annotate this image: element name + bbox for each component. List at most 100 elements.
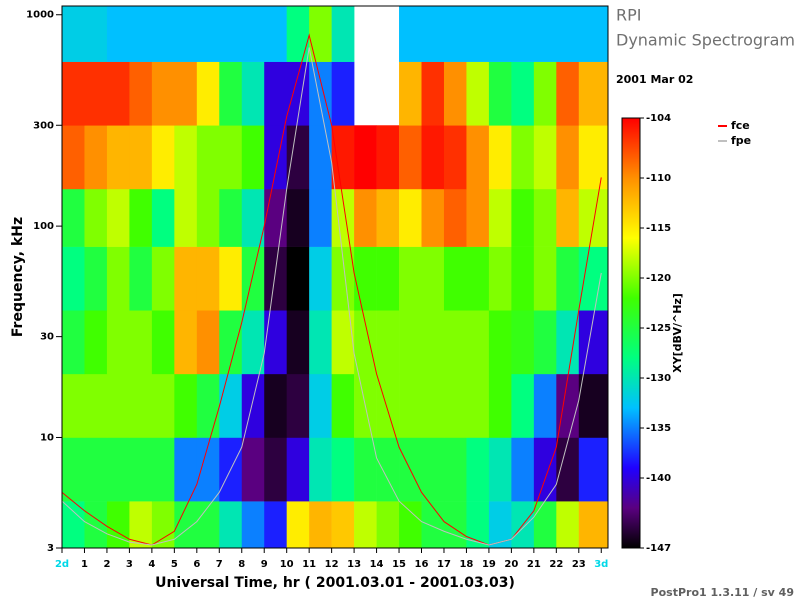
x-tick-label: 2d [55,559,69,570]
heatmap-cell [196,61,220,126]
colorbar-tick-label: -135 [646,423,671,434]
heatmap-cell [488,246,512,311]
heatmap-cell [151,6,175,62]
heatmap-cell [264,310,287,375]
heatmap-cell [151,373,175,438]
heatmap-cell [421,501,445,548]
heatmap-cell [62,188,85,247]
heatmap-cell [533,125,557,190]
heatmap-cell [309,437,332,502]
heatmap-cell [129,310,153,375]
heatmap-cell [241,310,265,375]
colorbar-tick-label: -140 [646,473,671,484]
heatmap-cell [376,310,400,375]
x-axis-label: Universal Time, hr ( 2001.03.01 - 2001.0… [155,575,515,591]
heatmap-cell [466,310,490,375]
heatmap-cell [309,310,332,375]
heatmap-cell [511,373,535,438]
heatmap-cell [399,6,422,62]
heatmap-cell [443,501,467,548]
colorbar-tick-label: -147 [646,543,671,554]
heatmap-cell [62,246,85,311]
heatmap-cell [421,437,445,502]
heatmap-cell [399,246,422,311]
heatmap-cell [354,437,377,502]
heatmap-cell [129,246,153,311]
x-tick-label: 9 [261,559,268,570]
heatmap-cell [354,188,377,247]
heatmap-cell [174,501,198,548]
x-tick-label: 19 [482,559,496,570]
heatmap-cell [376,373,400,438]
heatmap-cell [241,6,265,62]
heatmap-cell [578,373,608,438]
heatmap-cell [354,246,377,311]
heatmap-cell [488,310,512,375]
heatmap-cell [511,437,535,502]
heatmap-cell [443,373,467,438]
heatmap-cell [84,373,108,438]
legend-label: fpe [731,134,751,147]
heatmap-cell [354,125,377,190]
heatmap-cell [466,501,490,548]
heatmap-cell [511,61,535,126]
heatmap-cell [286,310,310,375]
heatmap-cell [196,310,220,375]
heatmap-cell [331,437,355,502]
heatmap-cell [331,310,355,375]
x-tick-label: 22 [549,559,563,570]
x-tick-label: 15 [392,559,406,570]
heatmap-cell [151,437,175,502]
heatmap-cell [533,246,557,311]
heatmap-cell [106,188,130,247]
heatmap-cell [264,373,287,438]
colorbar-tick-label: -120 [646,273,671,284]
heatmap-cell [556,6,580,62]
x-tick-label: 11 [302,559,316,570]
y-tick-label: 10 [40,432,54,443]
heatmap-cell [264,246,287,311]
heatmap-cell [466,125,490,190]
heatmap-cell [556,188,580,247]
heatmap-cell [241,61,265,126]
heatmap-cell [219,373,243,438]
heatmap-cell [264,501,287,548]
x-tick-label: 20 [504,559,518,570]
heatmap-cell [106,310,130,375]
heatmap-cell [533,310,557,375]
heatmap-cell [84,188,108,247]
heatmap-cell [556,501,580,548]
heatmap-cell [151,125,175,190]
heatmap-cell [196,246,220,311]
heatmap-cell [286,125,310,190]
heatmap-cell [466,373,490,438]
heatmap-cell [286,61,310,126]
heatmap-cell [399,61,422,126]
heatmap-cell [443,310,467,375]
heatmap-cell [578,437,608,502]
date-label: 2001 Mar 02 [616,73,693,86]
x-tick-label: 7 [216,559,223,570]
plot-area [62,6,608,548]
x-tick-label: 17 [437,559,451,570]
heatmap-cell [286,6,310,62]
colorbar-tick-label: -130 [646,373,671,384]
heatmap-cell [376,125,400,190]
heatmap-cell [309,188,332,247]
heatmap-cell [354,310,377,375]
heatmap-cell [331,125,355,190]
heatmap-cell [331,501,355,548]
heatmap-cell [533,6,557,62]
x-tick-label: 5 [171,559,178,570]
heatmap-cell [174,6,198,62]
heatmap-cell [399,310,422,375]
plot-frame [61,5,609,549]
heatmap-cell [488,6,512,62]
heatmap-cell [106,246,130,311]
heatmap-cell [399,501,422,548]
heatmap-cell [421,125,445,190]
x-tick-label: 12 [325,559,339,570]
heatmap-cell [556,246,580,311]
heatmap-cell [511,310,535,375]
x-tick-label: 16 [415,559,429,570]
